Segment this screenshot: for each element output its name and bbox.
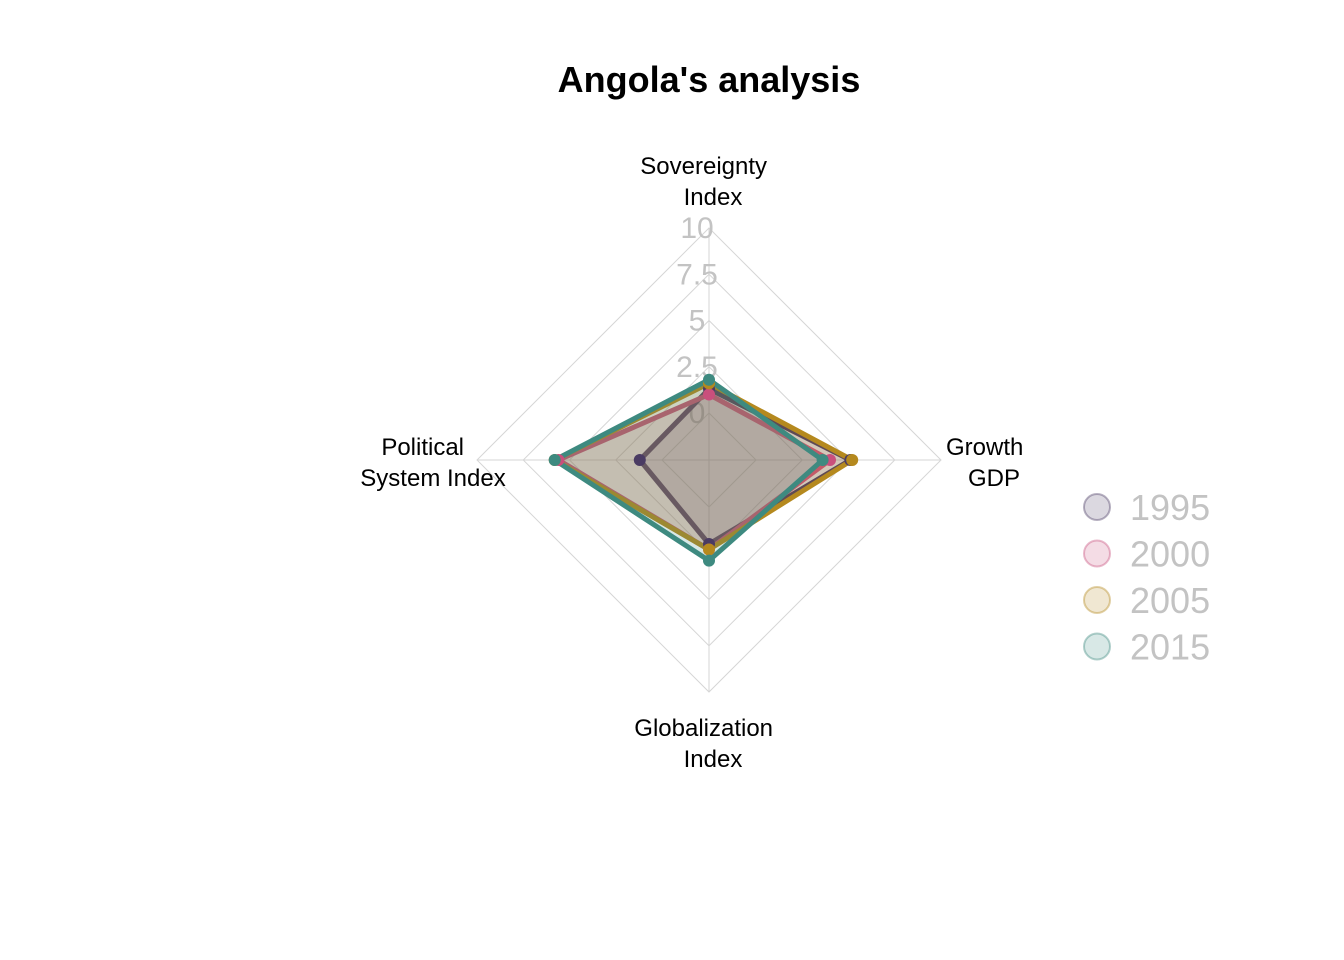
series-2015-polygon [552, 377, 826, 564]
radar-series [552, 377, 855, 564]
series-2015-point [703, 373, 715, 386]
tick-label: 7.5 [676, 258, 718, 291]
legend-swatch-2015 [1083, 632, 1111, 661]
legend-label-2015: 2015 [1130, 627, 1210, 668]
series-2005-point [846, 454, 859, 466]
chart-title: Angola's analysis [558, 59, 861, 100]
axis-label-political: Political System Index [360, 434, 505, 492]
series-2000-point [703, 388, 715, 401]
axis-label-globalization: Globalization Index [634, 715, 779, 773]
axis-label-growth: Growth GDP [946, 434, 1030, 492]
legend-label-2005: 2005 [1130, 580, 1210, 621]
series-1995-point [633, 454, 646, 466]
series-2015-point [548, 454, 561, 466]
legend-swatch-2000 [1083, 539, 1111, 568]
tick-label: 5 [689, 305, 706, 338]
legend: 1995 2000 2005 2015 [1083, 487, 1210, 668]
series-2005-point [703, 543, 715, 556]
legend-label-1995: 1995 [1130, 487, 1210, 528]
series-2015-point [703, 554, 715, 567]
radar-points [548, 373, 859, 567]
legend-label-2000: 2000 [1130, 534, 1210, 575]
series-2015-point [816, 454, 829, 466]
legend-swatch-1995 [1083, 493, 1111, 521]
axis-label-sovereignty: Sovereignty Index [640, 153, 773, 211]
legend-swatch-2005 [1083, 586, 1111, 614]
tick-label: 10 [680, 212, 713, 245]
